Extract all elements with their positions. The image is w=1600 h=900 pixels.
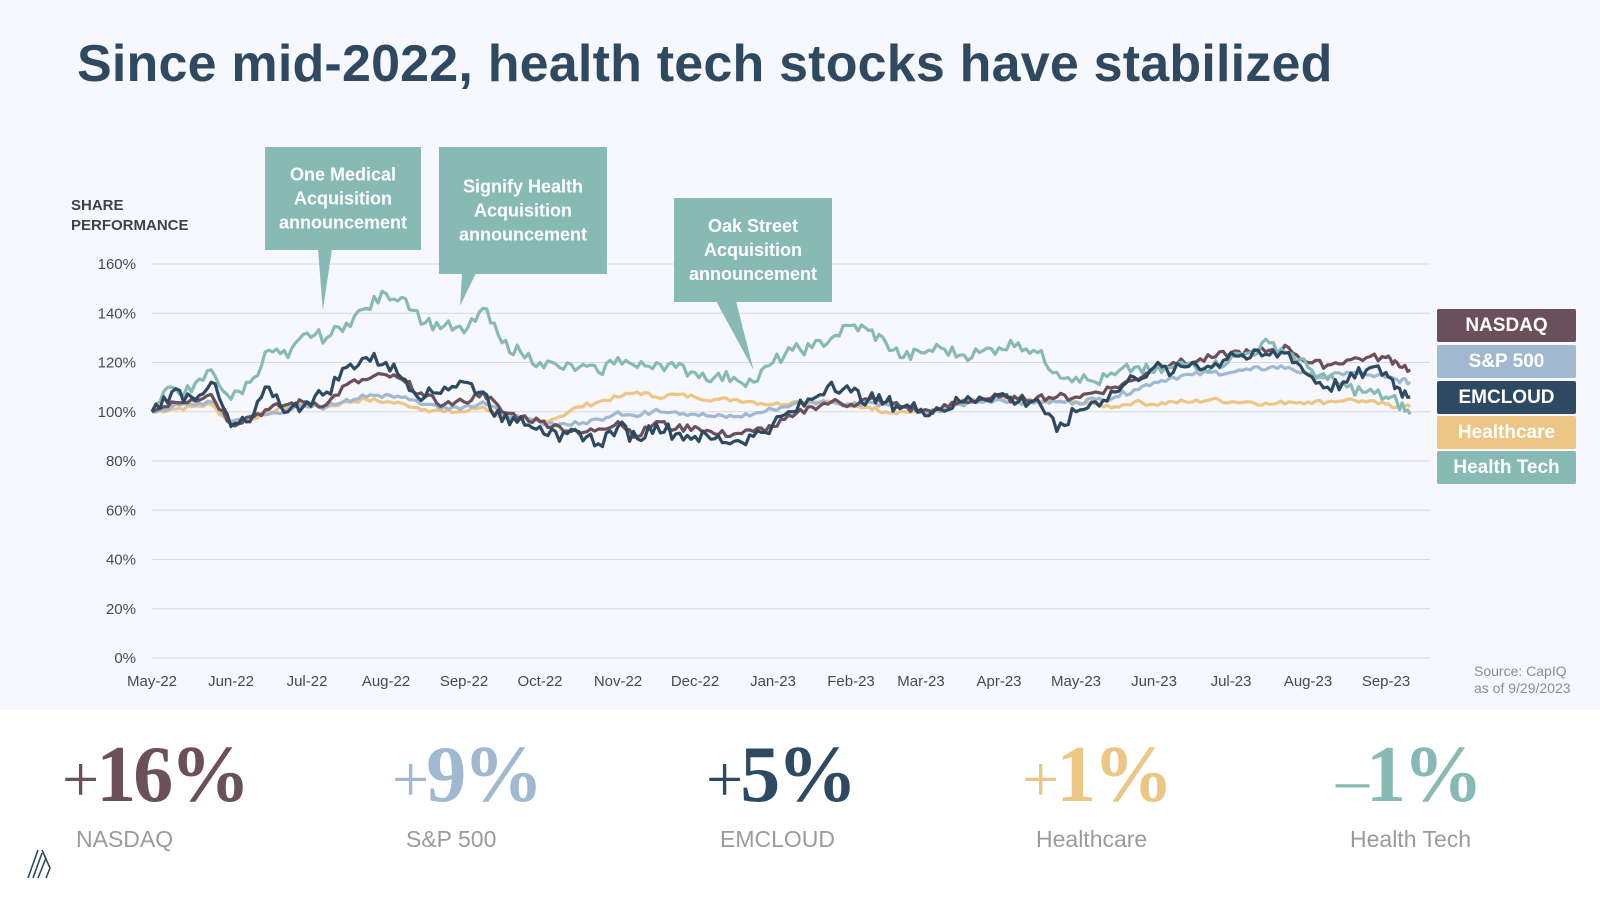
series-line-s-p-500 xyxy=(151,364,1412,428)
x-tick-label: Jun-23 xyxy=(1131,673,1177,690)
source-line-2: as of 9/29/2023 xyxy=(1474,680,1571,696)
y-tick-label: 80% xyxy=(106,453,136,470)
stat-value: –1% xyxy=(1336,735,1483,820)
annotation-pointer xyxy=(460,273,476,306)
annotation-text: Oak Street xyxy=(708,216,798,236)
stat-label: S&P 500 xyxy=(406,826,497,852)
annotation-text: announcement xyxy=(689,264,817,284)
legend-item-nasdaq: NASDAQ xyxy=(1437,309,1576,342)
x-tick-label: Jul-23 xyxy=(1211,673,1252,690)
annotation-text: announcement xyxy=(459,225,587,245)
y-tick-label: 20% xyxy=(106,601,136,618)
annotation-text: Acquisition xyxy=(704,240,802,260)
annotation-text: Signify Health xyxy=(463,177,583,197)
x-tick-label: Aug-22 xyxy=(362,673,410,690)
y-tick-label: 160% xyxy=(98,256,136,273)
stat-s-p-500: +9% S&P 500 xyxy=(392,735,543,853)
stat-label: EMCLOUD xyxy=(720,826,836,852)
stat-number: 1% xyxy=(1366,731,1483,819)
page-title: Since mid-2022, health tech stocks have … xyxy=(77,35,1333,93)
series-line-emcloud xyxy=(150,348,1411,449)
stat-value: +5% xyxy=(706,735,857,820)
y-tick-label: 140% xyxy=(98,305,136,322)
x-tick-label: Oct-22 xyxy=(517,673,562,690)
stat-emcloud: +5% EMCLOUD xyxy=(706,735,857,853)
legend-item-healthcare: Healthcare xyxy=(1437,416,1576,449)
source-line-1: Source: CapIQ xyxy=(1474,663,1567,679)
series-line-healthcare xyxy=(151,390,1412,426)
legend-item-s-p-500: S&P 500 xyxy=(1437,345,1576,378)
annotation-text: One Medical xyxy=(290,165,396,185)
annotation-box xyxy=(439,147,607,274)
legend-item-emcloud: EMCLOUD xyxy=(1437,381,1576,414)
annotation-text: Acquisition xyxy=(474,201,572,221)
stat-sign: – xyxy=(1336,743,1369,816)
y-axis-title-line-2: PERFORMANCE xyxy=(71,217,189,234)
x-tick-label: Apr-23 xyxy=(976,673,1021,690)
y-tick-label: 60% xyxy=(106,502,136,519)
stat-nasdaq: +16% NASDAQ xyxy=(62,735,250,853)
stat-value: +1% xyxy=(1022,735,1173,820)
stat-sign: + xyxy=(392,743,429,816)
stat-number: 1% xyxy=(1056,731,1173,819)
stat-value: +16% xyxy=(62,735,250,820)
x-tick-label: Dec-22 xyxy=(671,673,719,690)
y-tick-label: 120% xyxy=(98,355,136,372)
x-tick-label: Nov-22 xyxy=(594,673,642,690)
x-tick-label: Jan-23 xyxy=(750,673,796,690)
x-tick-label: Mar-23 xyxy=(897,673,945,690)
series-line-nasdaq xyxy=(151,343,1411,439)
x-tick-label: May-22 xyxy=(127,673,177,690)
stat-number: 9% xyxy=(426,731,543,819)
legend-item-health-tech: Health Tech xyxy=(1437,451,1576,484)
annotation-pointer xyxy=(716,301,754,370)
stat-value: +9% xyxy=(392,735,543,820)
x-tick-label: Sep-23 xyxy=(1362,673,1410,690)
x-tick-label: May-23 xyxy=(1051,673,1101,690)
stat-label: Health Tech xyxy=(1350,826,1472,852)
annotation-box xyxy=(265,147,421,250)
chart-panel xyxy=(0,0,1600,710)
share-performance-chart: 0% 20% 40% 60% 80% 100% 120% 140% 160% May-22 Jun-… xyxy=(98,147,1430,690)
y-tick-label: 40% xyxy=(106,552,136,569)
logo-icon xyxy=(27,849,51,879)
annotation-text: announcement xyxy=(279,213,407,233)
x-tick-label: Feb-23 xyxy=(827,673,875,690)
stat-sign: + xyxy=(1022,743,1059,816)
x-tick-label: Jul-22 xyxy=(287,673,328,690)
y-tick-label: 0% xyxy=(114,650,136,667)
stat-label: NASDAQ xyxy=(76,826,174,852)
annotation-pointer xyxy=(318,249,332,311)
y-tick-label: 100% xyxy=(98,404,136,421)
stat-health-tech: –1% Health Tech xyxy=(1336,735,1483,853)
stat-label: Healthcare xyxy=(1036,826,1148,852)
y-axis-title-line-1: SHARE xyxy=(71,197,124,214)
annotation-box xyxy=(674,198,832,302)
stat-number: 5% xyxy=(740,731,857,819)
x-tick-label: Sep-22 xyxy=(440,673,488,690)
stat-healthcare: +1% Healthcare xyxy=(1022,735,1173,853)
source-note: Source: CapIQ as of 9/29/2023 xyxy=(1474,663,1571,697)
stat-sign: + xyxy=(62,743,99,816)
stat-number: 16% xyxy=(96,731,250,819)
stat-sign: + xyxy=(706,743,743,816)
annotation-text: Acquisition xyxy=(294,189,392,209)
x-tick-label: Aug-23 xyxy=(1284,673,1332,690)
x-tick-label: Jun-22 xyxy=(208,673,254,690)
y-axis-title: SHARE PERFORMANCE xyxy=(71,196,189,236)
